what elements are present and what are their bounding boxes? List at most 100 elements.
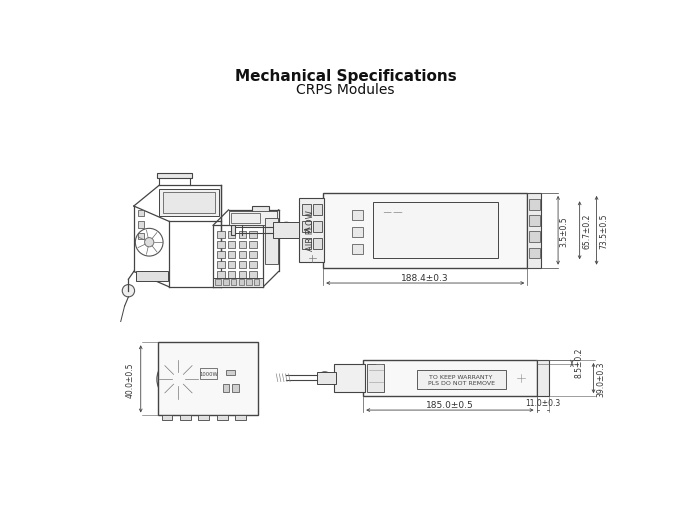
Bar <box>313 222 322 233</box>
Text: CRPS Modules: CRPS Modules <box>296 83 395 97</box>
Circle shape <box>364 245 367 249</box>
Bar <box>238 261 246 268</box>
Bar <box>529 216 539 227</box>
Bar <box>217 251 225 258</box>
Bar <box>138 211 144 217</box>
Circle shape <box>322 375 328 381</box>
Text: 65.7±0.2: 65.7±0.2 <box>582 213 591 248</box>
Text: 39.0±0.3: 39.0±0.3 <box>596 361 605 396</box>
Bar <box>249 231 257 238</box>
Bar <box>238 231 246 238</box>
Text: 8.5±0.2: 8.5±0.2 <box>574 347 583 377</box>
Bar <box>232 384 238 392</box>
Bar <box>529 248 539 259</box>
Bar <box>302 222 311 233</box>
Bar <box>231 280 236 286</box>
Bar <box>252 207 269 216</box>
Bar <box>537 360 549 396</box>
Bar <box>200 369 217 380</box>
Bar <box>198 416 209 420</box>
Text: 11.0±0.3: 11.0±0.3 <box>525 398 560 407</box>
Bar <box>249 271 257 278</box>
Circle shape <box>219 367 243 392</box>
Bar <box>313 239 322 249</box>
Bar <box>217 271 225 278</box>
Bar <box>273 223 299 238</box>
Bar <box>317 372 335 384</box>
Bar <box>157 174 192 179</box>
Bar <box>217 261 225 268</box>
Bar <box>238 280 244 286</box>
Bar <box>226 370 236 375</box>
Bar <box>138 222 144 228</box>
Bar <box>302 239 311 249</box>
Bar <box>161 416 172 420</box>
Text: 3.5±0.5: 3.5±0.5 <box>560 216 569 246</box>
Text: Mechanical Specifications: Mechanical Specifications <box>235 69 456 83</box>
Bar <box>298 199 324 263</box>
Bar <box>373 203 498 259</box>
Bar <box>246 280 252 286</box>
Bar <box>217 231 225 238</box>
Text: 1000W: 1000W <box>199 372 218 377</box>
Bar <box>352 227 363 237</box>
Circle shape <box>176 376 182 383</box>
Bar <box>213 278 263 287</box>
Bar <box>217 241 225 248</box>
Bar <box>236 416 246 420</box>
Bar <box>158 342 258 416</box>
Bar <box>180 416 191 420</box>
Bar <box>254 280 259 286</box>
Bar <box>529 199 539 211</box>
Bar <box>529 232 539 243</box>
Bar <box>363 360 537 396</box>
Bar <box>334 364 364 392</box>
Bar <box>249 261 257 268</box>
Bar <box>313 205 322 216</box>
Circle shape <box>211 360 251 399</box>
Circle shape <box>171 373 186 386</box>
Bar <box>223 280 229 286</box>
Bar <box>231 214 260 224</box>
Text: 188.4±0.3: 188.4±0.3 <box>402 274 449 283</box>
Bar <box>227 231 236 238</box>
Text: TO KEEP WARRANTY
PLS DO NOT REMOVE: TO KEEP WARRANTY PLS DO NOT REMOVE <box>427 374 495 385</box>
Bar <box>323 193 527 268</box>
Bar <box>217 416 227 420</box>
Bar <box>249 251 257 258</box>
Bar <box>227 241 236 248</box>
Bar <box>215 280 221 286</box>
Circle shape <box>122 285 134 297</box>
Bar <box>352 211 363 221</box>
Circle shape <box>282 227 290 234</box>
Bar <box>163 193 215 214</box>
Bar <box>367 364 384 392</box>
Bar <box>136 272 169 281</box>
Text: 40.0±0.5: 40.0±0.5 <box>126 362 134 397</box>
Bar <box>302 205 311 216</box>
Bar <box>527 193 541 268</box>
Bar <box>227 271 236 278</box>
Bar <box>238 251 246 258</box>
Bar <box>265 218 278 264</box>
Circle shape <box>319 372 331 384</box>
Bar <box>238 271 246 278</box>
Circle shape <box>144 238 154 247</box>
Circle shape <box>279 223 294 238</box>
Text: AIR FLOW: AIR FLOW <box>306 210 315 251</box>
Bar <box>223 384 230 392</box>
Bar <box>138 233 144 240</box>
Bar <box>417 370 506 389</box>
Bar <box>249 241 257 248</box>
Text: ── ──: ── ── <box>383 210 402 216</box>
Bar <box>231 225 235 236</box>
Text: 185.0±0.5: 185.0±0.5 <box>426 400 474 410</box>
Bar <box>352 244 363 254</box>
Bar <box>230 212 277 225</box>
Bar <box>227 251 236 258</box>
Bar <box>238 241 246 248</box>
Bar <box>159 190 219 217</box>
Bar <box>227 261 236 268</box>
Circle shape <box>364 221 367 225</box>
Text: 73.5±0.5: 73.5±0.5 <box>599 213 608 248</box>
